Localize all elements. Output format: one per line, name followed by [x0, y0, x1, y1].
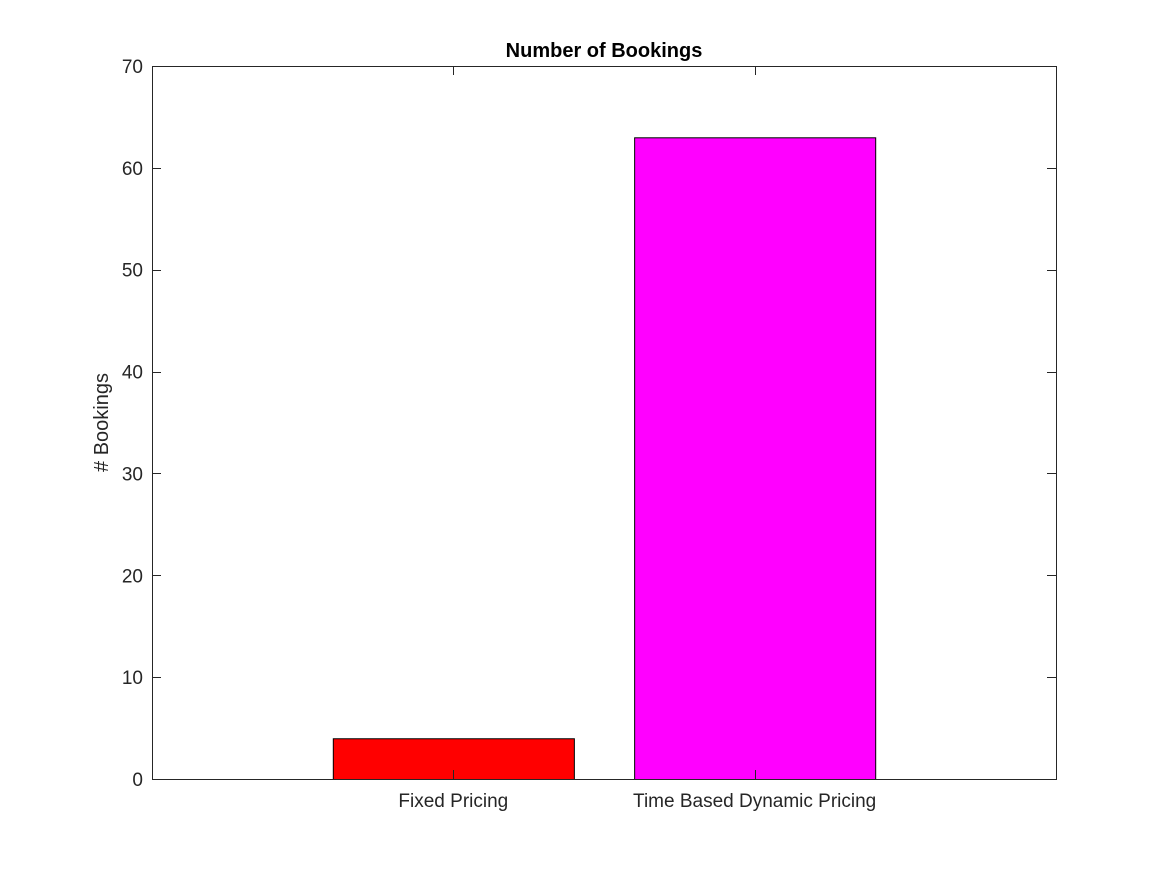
- y-tick-label: 40: [122, 363, 143, 384]
- y-tick-label: 10: [122, 668, 143, 689]
- x-category-label: Time Based Dynamic Pricing: [633, 791, 876, 812]
- bar-2: [634, 137, 877, 781]
- y-tick-label: 70: [122, 57, 143, 78]
- y-tick-label: 30: [122, 464, 143, 485]
- plot-area-frame: [152, 66, 1057, 780]
- y-tick-label: 0: [132, 770, 143, 791]
- chart-title: Number of Bookings: [506, 40, 703, 62]
- y-axis-label: # Bookings: [91, 373, 113, 472]
- y-tick-label: 60: [122, 159, 143, 180]
- y-tick-label: 50: [122, 261, 143, 282]
- x-category-label: Fixed Pricing: [398, 791, 508, 812]
- labels-layer: 0 10 20 30 40 50 60 70 Fixed Pricing Time Based D…: [122, 57, 876, 812]
- ticks-layer: [152, 66, 1056, 780]
- bars-layer: [332, 137, 877, 781]
- y-tick-label: 20: [122, 566, 143, 587]
